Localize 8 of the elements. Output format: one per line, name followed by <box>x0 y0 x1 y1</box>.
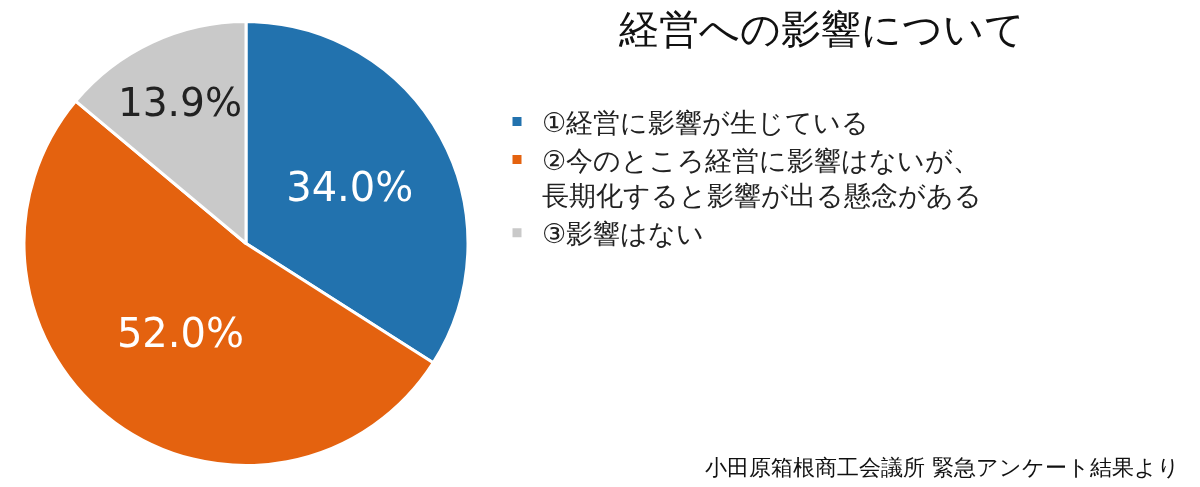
data-label: 34.0% <box>286 163 414 210</box>
data-label: 13.9% <box>117 79 243 125</box>
text: 小田原箱根商工会議所 緊急アンケート結果より <box>705 455 1180 480</box>
legend-label: ①経営に影響が生じている <box>542 106 870 138</box>
chart-title: 経営への影響について <box>618 5 1025 52</box>
data-label: 52.0% <box>116 310 244 357</box>
legend-label: ③影響はない <box>542 218 705 250</box>
legend-label: ②今のところ経営に影響はないが、長期化すると影響が出る懸念がある <box>542 145 982 212</box>
